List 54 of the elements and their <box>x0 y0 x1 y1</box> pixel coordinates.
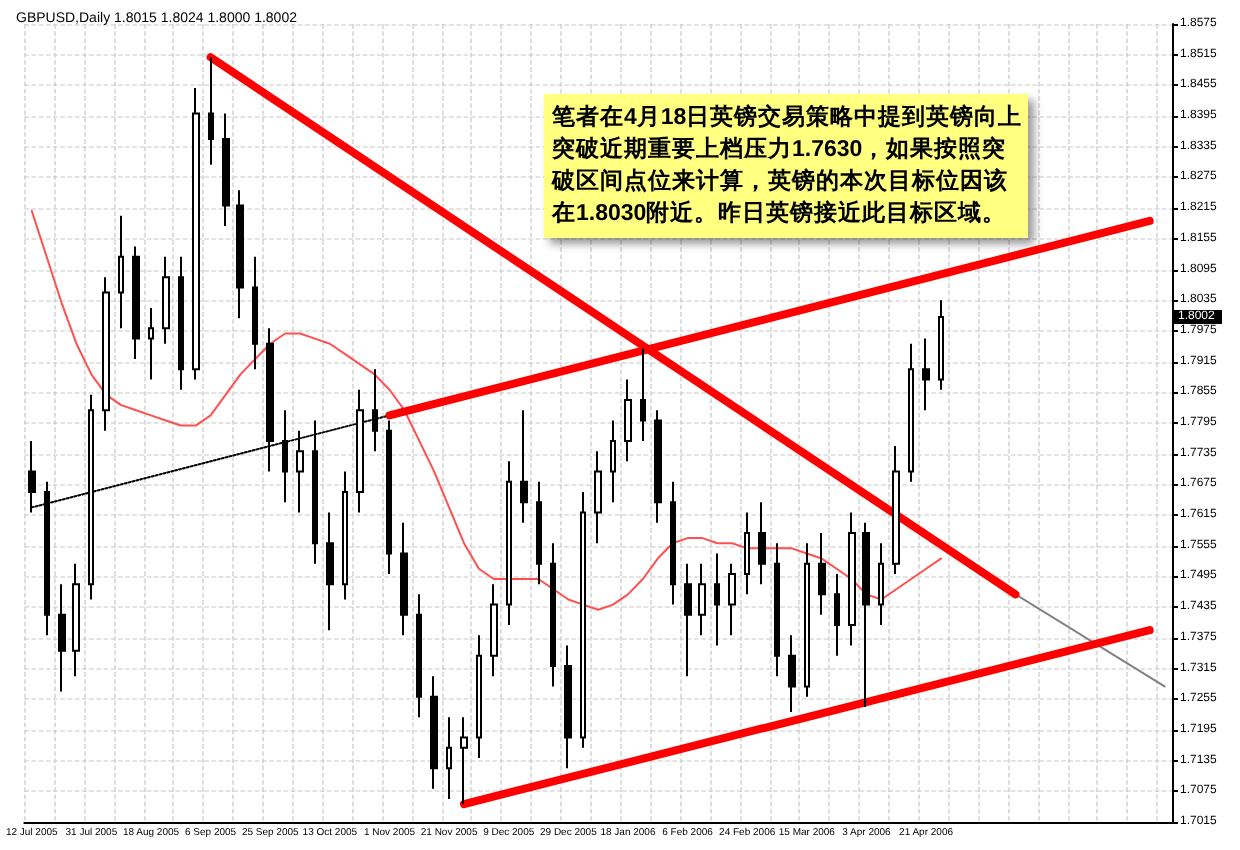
candlestick <box>118 214 124 330</box>
candlestick <box>430 675 438 790</box>
candlestick <box>728 562 736 637</box>
candlestick <box>460 716 468 806</box>
candlestick <box>490 583 498 678</box>
candlestick <box>564 644 572 770</box>
candlestick <box>192 86 200 381</box>
candlestick <box>326 511 334 632</box>
candlestick <box>520 409 528 524</box>
candlestick <box>236 189 244 320</box>
candlestick <box>400 521 408 637</box>
candlestick <box>594 450 602 545</box>
candlestick <box>476 634 482 760</box>
candlestick <box>386 419 392 575</box>
candlestick <box>878 542 884 627</box>
candlestick <box>252 255 258 371</box>
candlestick <box>550 542 556 688</box>
candlestick <box>862 521 870 708</box>
candlestick <box>222 112 230 228</box>
candlestick <box>938 299 944 391</box>
candlestick <box>506 460 512 627</box>
candlestick <box>670 480 676 606</box>
candlestick <box>58 583 66 693</box>
candlestick <box>834 572 840 657</box>
candlestick <box>416 593 422 719</box>
annotation: 笔者在4月18日英镑交易策略中提到英镑向上突破近期重要上档压力1.7630，如果按照突破区间点位来计算，英镑的本次目标位因该在1.8030附近。昨日英镑接近此目标区域。 <box>550 102 1023 226</box>
candlestick <box>102 276 110 432</box>
candlestick <box>132 245 140 361</box>
candlestick <box>848 511 856 647</box>
candlestick <box>342 470 348 601</box>
candlestick <box>774 542 780 678</box>
candlestick <box>714 552 720 647</box>
candlestick <box>610 419 616 504</box>
candlestick <box>148 306 154 381</box>
candlestick <box>818 531 826 616</box>
candlestick <box>178 255 184 391</box>
candlestick <box>698 562 706 637</box>
candlestick <box>744 511 750 596</box>
candlestick <box>684 562 692 678</box>
candlestick <box>580 491 586 749</box>
candlestick <box>536 480 542 586</box>
candlestick <box>72 562 80 678</box>
candlestick <box>624 378 632 463</box>
candlestick <box>804 542 810 698</box>
candlestick <box>758 501 766 586</box>
candlestick <box>788 634 796 714</box>
candlestick <box>208 56 214 166</box>
candlestick <box>908 342 914 483</box>
candlestick <box>640 347 646 442</box>
candlestick <box>892 445 900 575</box>
candlestick <box>654 409 662 524</box>
candlestick <box>446 716 452 800</box>
candlestick <box>162 255 170 345</box>
candlestick <box>922 337 930 412</box>
